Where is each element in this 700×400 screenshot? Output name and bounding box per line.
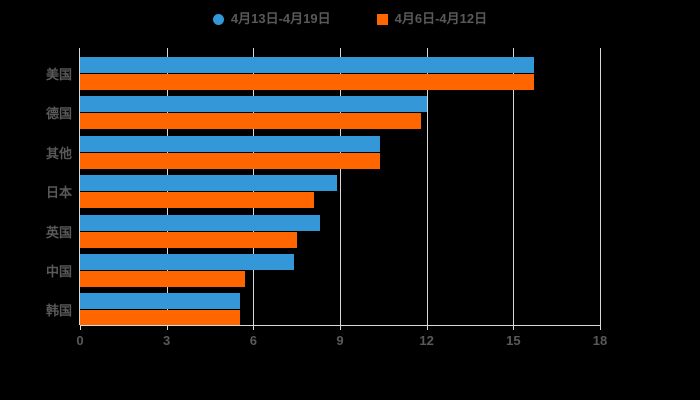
x-tick-mark-18 <box>600 325 601 330</box>
bar-series-1-category-5[interactable] <box>80 254 294 270</box>
y-axis-label-6: 韩国 <box>45 303 72 318</box>
x-axis-tick-label-4: 12 <box>419 333 434 348</box>
x-axis-tick-label-3: 9 <box>336 333 344 348</box>
y-axis-label-4: 英国 <box>45 225 72 240</box>
legend-label-series-1: 4月13日-4月19日 <box>230 11 331 26</box>
y-axis-label-0: 美国 <box>45 67 72 82</box>
bar-series-1-category-3[interactable] <box>80 175 338 191</box>
bar-series-1-category-0[interactable] <box>80 57 534 73</box>
gridline-12 <box>426 48 428 325</box>
x-axis-tick-label-2: 6 <box>249 333 257 348</box>
gridline-15 <box>513 48 515 325</box>
x-axis-tick-label-1: 3 <box>163 333 171 348</box>
bar-series-2-category-2[interactable] <box>80 153 381 169</box>
x-tick-mark-12 <box>426 325 428 330</box>
y-axis-label-5: 中国 <box>45 264 72 279</box>
bar-series-2-category-4[interactable] <box>80 232 297 248</box>
x-tick-mark-0 <box>80 325 81 330</box>
x-axis-tick-label-5: 15 <box>506 333 521 348</box>
legend-label-series-2: 4月6日-4月12日 <box>394 11 488 26</box>
x-axis-tick-label-0: 0 <box>76 333 84 348</box>
x-tick-mark-9 <box>340 325 341 330</box>
plot-area <box>79 48 601 326</box>
legend-circle-marker-icon <box>212 13 224 25</box>
x-tick-mark-3 <box>166 325 168 330</box>
x-tick-mark-6 <box>253 325 255 330</box>
bar-series-2-category-6[interactable] <box>80 310 241 326</box>
y-axis-label-2: 其他 <box>45 146 72 161</box>
y-axis-line <box>79 48 80 325</box>
chart-legend: 4月13日-4月19日 4月6日-4月12日 <box>0 6 700 32</box>
x-axis-tick-label-6: 18 <box>592 333 608 348</box>
legend-item-series-2[interactable]: 4月6日-4月12日 <box>376 11 488 26</box>
legend-item-series-1[interactable]: 4月13日-4月19日 <box>212 11 331 26</box>
bar-series-1-category-1[interactable] <box>80 96 427 112</box>
y-axis-label-1: 德国 <box>45 106 72 121</box>
bar-series-2-category-5[interactable] <box>80 271 245 287</box>
bar-series-2-category-0[interactable] <box>80 74 534 90</box>
bar-series-1-category-4[interactable] <box>80 215 320 231</box>
bar-series-2-category-3[interactable] <box>80 192 314 208</box>
y-axis-label-3: 日本 <box>45 185 72 200</box>
gridline-9 <box>340 48 341 325</box>
bar-series-1-category-6[interactable] <box>80 293 241 309</box>
legend-square-marker-icon <box>376 13 388 25</box>
bar-series-2-category-1[interactable] <box>80 113 421 129</box>
x-tick-mark-15 <box>513 325 515 330</box>
bar-series-1-category-2[interactable] <box>80 136 381 152</box>
gridline-18 <box>600 48 601 325</box>
